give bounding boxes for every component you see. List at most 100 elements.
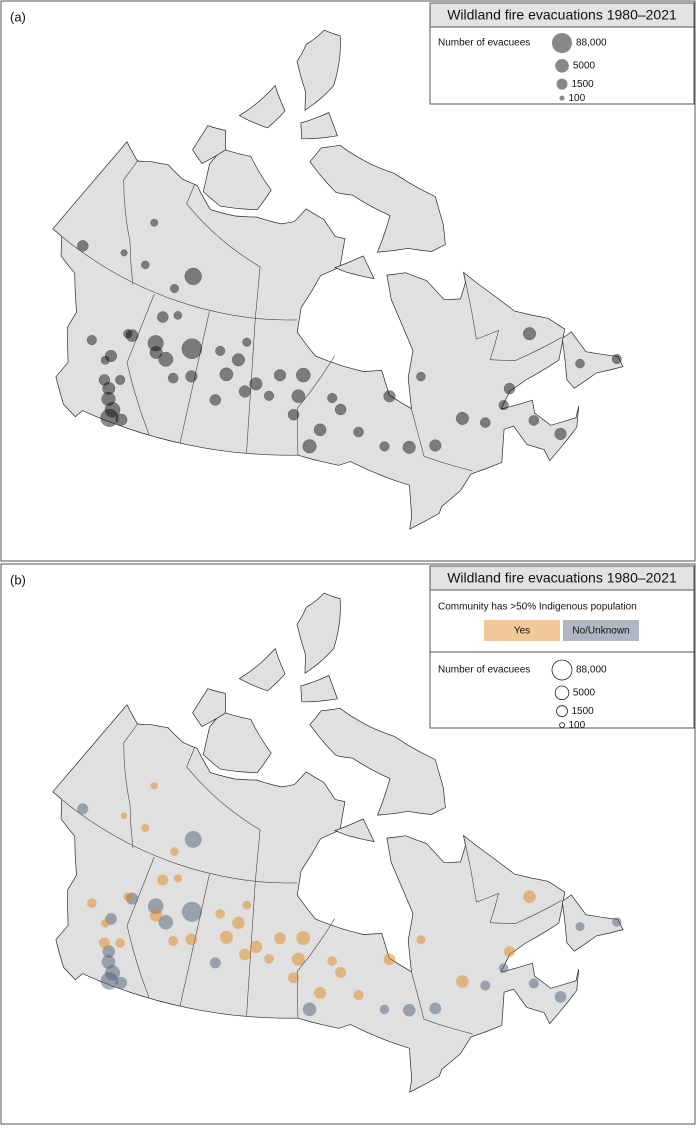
evacuation-point (504, 946, 515, 958)
size-legend-circle (559, 95, 565, 101)
legend-title: Wildland fire evacuations 1980–2021 (447, 7, 677, 23)
evacuation-point (402, 1004, 416, 1017)
size-legend-label: 100 (569, 93, 586, 104)
evacuation-point (353, 426, 364, 438)
size-legend-circle (554, 685, 570, 701)
evacuation-point (184, 831, 202, 848)
panel-frame (0, 563, 696, 1125)
province-border (186, 747, 261, 882)
size-legend-label: 1500 (571, 79, 594, 90)
evacuation-point (87, 898, 97, 908)
evacuation-point (249, 940, 263, 954)
legend: Wildland fire evacuations 1980–2021 Commu… (429, 565, 695, 731)
province-border (296, 918, 335, 1019)
land (52, 141, 580, 530)
size-legend-label: 1500 (571, 706, 594, 717)
province-border (123, 722, 139, 848)
evacuation-point (209, 394, 222, 406)
legend-title-band (429, 2, 695, 28)
legend-title: Wildland fire evacuations 1980–2021 (447, 570, 677, 586)
evacuation-point (86, 335, 97, 346)
land (334, 255, 375, 280)
land (561, 894, 624, 952)
province-border (296, 355, 335, 456)
evacuation-point (101, 391, 116, 407)
evacuation-point (101, 918, 110, 928)
evacuation-point (302, 1002, 317, 1017)
category-label: Yes (514, 626, 530, 637)
evacuation-point (170, 284, 179, 293)
evacuation-point (232, 916, 245, 930)
evacuation-point (353, 989, 364, 1001)
evacuation-point (158, 351, 174, 367)
size-legend-circle (559, 722, 565, 729)
evacuation-point (238, 385, 251, 398)
map (52, 29, 624, 530)
evacuation-point (147, 898, 164, 914)
evacuation-point (98, 374, 111, 386)
evacuation-point (575, 922, 585, 932)
province-border (411, 408, 473, 472)
evacuation-point (239, 948, 251, 961)
size-legend-title: Number of evacuees (438, 38, 530, 49)
evacuation-point (242, 337, 252, 347)
land (192, 125, 226, 164)
size-legend-label: 5000 (573, 60, 596, 71)
panel: (b) Wildland fire evacuations 1980–2021 Co… (0, 563, 696, 1125)
evacuation-point (150, 782, 158, 790)
size-legend-label: 5000 (573, 687, 596, 698)
evacuation-point (185, 370, 198, 383)
size-legend-circle (551, 32, 573, 54)
province-border (411, 971, 473, 1035)
land (192, 688, 226, 727)
legend-box (429, 565, 695, 729)
land (561, 331, 624, 389)
land (238, 84, 286, 129)
evacuation-point (149, 345, 163, 359)
evacuation-point (334, 403, 347, 416)
size-legend-label: 100 (569, 720, 586, 731)
size-legend-circle (551, 659, 573, 681)
evacuation-point (77, 240, 89, 252)
evacuation-point (314, 986, 327, 999)
evacuation-point (102, 945, 116, 958)
province-border (126, 293, 155, 436)
evacuation-point (291, 389, 306, 403)
land (52, 704, 580, 1093)
evacuation-point (274, 932, 286, 945)
land (334, 818, 375, 843)
evacuation-point (141, 260, 150, 270)
evacuation-point (149, 909, 163, 922)
land (296, 592, 341, 674)
evacuation-point (383, 390, 396, 403)
evacuation-point (123, 329, 133, 339)
evacuation-point (528, 978, 539, 989)
panel: (a) Wildland fire evacuations 1980–2021 Nu… (0, 0, 696, 562)
evacuation-point (455, 411, 469, 425)
evacuation-point (100, 408, 119, 427)
evacuation-point (157, 311, 169, 323)
legend-title-band (429, 565, 695, 591)
size-legend-circle (556, 705, 568, 718)
color-legend-title: Community has >50% Indigenous population (438, 602, 637, 613)
legend: Wildland fire evacuations 1980–2021 Numbe… (429, 2, 695, 105)
evacuation-point (100, 355, 110, 365)
province-border (463, 835, 562, 924)
evacuation-point (215, 909, 225, 919)
category-swatch (563, 620, 639, 641)
evacuation-point (456, 975, 469, 988)
evacuation-point (77, 803, 89, 815)
land (309, 707, 446, 816)
evacuation-point (104, 402, 121, 418)
category-swatch (484, 620, 560, 641)
evacuation-point (167, 372, 179, 384)
evacuation-point (429, 439, 442, 452)
evacuation-point (554, 427, 567, 440)
evacuation-point (264, 390, 275, 401)
evacuation-point (181, 338, 203, 359)
evacuation-point (379, 1004, 390, 1015)
evacuation-point (157, 874, 169, 886)
map (52, 592, 624, 1093)
evacuation-point (242, 900, 252, 910)
evacuation-point (101, 955, 116, 969)
